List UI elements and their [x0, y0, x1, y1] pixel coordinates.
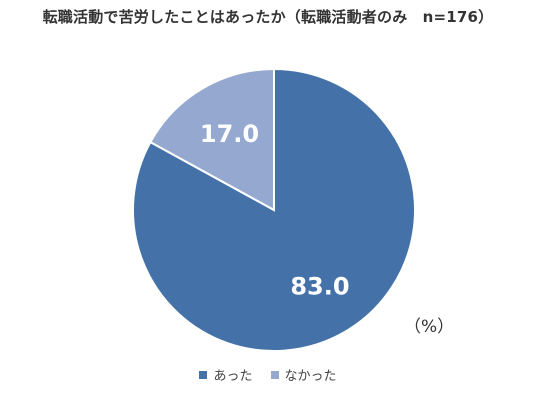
legend-item-nakatta: なかった: [271, 365, 337, 384]
legend-swatch-nakatta: [271, 371, 279, 379]
legend-label-nakatta: なかった: [285, 365, 337, 384]
unit-label: （%）: [404, 312, 454, 337]
legend-swatch-atta: [199, 371, 207, 379]
legend: あった なかった: [0, 365, 536, 384]
pie-value-label-0: 83.0: [290, 273, 349, 301]
legend-item-atta: あった: [199, 365, 252, 384]
legend-label-atta: あった: [213, 365, 252, 384]
pie-value-label-1: 17.0: [200, 120, 259, 148]
pie-slices: [133, 69, 415, 351]
